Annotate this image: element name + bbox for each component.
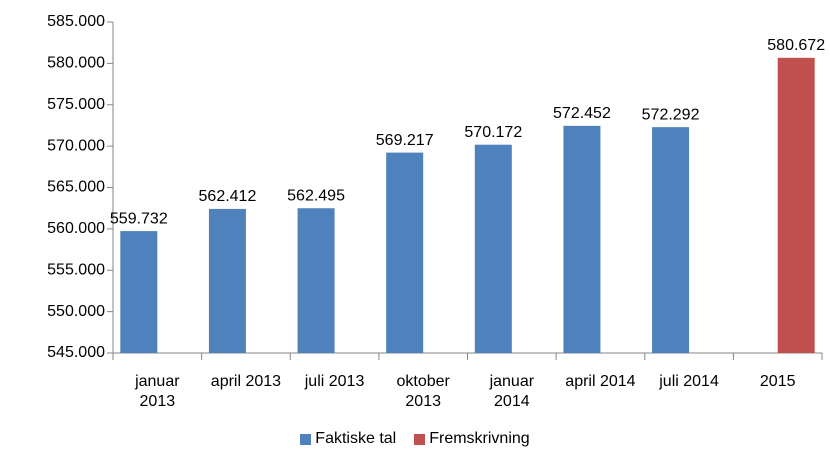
x-tick-label: juli 2013 xyxy=(304,373,365,390)
bar xyxy=(297,208,335,353)
y-tick-label: 560.000 xyxy=(47,220,105,237)
data-label: 572.452 xyxy=(553,105,611,122)
bar xyxy=(652,127,690,354)
bar xyxy=(386,152,424,353)
legend-swatch xyxy=(414,433,426,445)
y-tick-label: 585.000 xyxy=(47,13,105,30)
y-tick-label: 580.000 xyxy=(47,55,105,72)
x-tick-label: januar 2014 xyxy=(489,373,535,410)
x-tick-label: april 2013 xyxy=(210,373,282,390)
data-label: 562.495 xyxy=(287,187,345,204)
y-tick-label: 575.000 xyxy=(47,96,105,113)
y-tick-label: 570.000 xyxy=(47,137,105,154)
data-label: 580.672 xyxy=(767,37,825,54)
x-tick-label: januar 2013 xyxy=(135,373,180,410)
data-label: 570.172 xyxy=(464,124,522,141)
bar xyxy=(777,57,815,353)
y-tick-label: 555.000 xyxy=(47,261,105,278)
data-label: 559.732 xyxy=(110,210,168,227)
x-tick-label: juli 2014 xyxy=(659,373,719,390)
y-tick-label: 545.000 xyxy=(47,344,105,361)
legend-swatch xyxy=(300,433,312,445)
legend-item: Fremskrivning xyxy=(414,430,530,448)
y-tick-label: 565.000 xyxy=(47,179,105,196)
bar xyxy=(120,231,158,353)
bar xyxy=(563,125,601,353)
data-label: 572.292 xyxy=(642,106,700,123)
x-tick-label: 2015 xyxy=(759,373,796,390)
bar xyxy=(474,144,512,353)
legend-label: Fremskrivning xyxy=(429,430,530,447)
legend-item: Faktiske tal xyxy=(300,430,396,448)
data-label: 569.217 xyxy=(376,132,434,149)
legend-label: Faktiske tal xyxy=(315,430,397,447)
x-tick-label: april 2014 xyxy=(565,373,636,390)
y-tick-label: 550.000 xyxy=(47,303,105,320)
bar xyxy=(208,208,246,353)
data-label: 562.412 xyxy=(199,188,257,205)
legend: Faktiske tal Fremskrivning xyxy=(0,430,830,448)
x-tick-label: oktober 2013 xyxy=(396,373,450,410)
